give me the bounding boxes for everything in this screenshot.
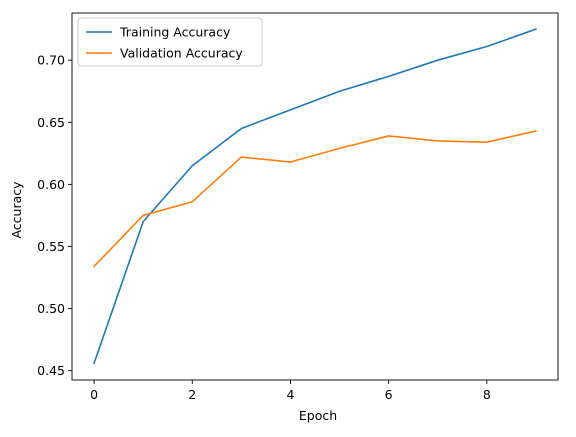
legend-label: Training Accuracy: [119, 25, 231, 40]
x-tick-label: 0: [90, 387, 98, 402]
x-axis-label: Epoch: [299, 408, 337, 423]
series-line-1: [94, 131, 536, 266]
y-axis-label: Accuracy: [9, 181, 24, 239]
y-tick-label: 0.45: [37, 363, 65, 378]
series-lines: [94, 29, 536, 363]
legend-label: Validation Accuracy: [120, 46, 243, 61]
y-tick-label: 0.70: [37, 53, 65, 68]
plot-area: [72, 13, 558, 380]
x-tick-label: 6: [385, 387, 393, 402]
series-line-0: [94, 29, 536, 363]
plot-frame: [72, 13, 558, 380]
y-tick-label: 0.50: [37, 301, 65, 316]
y-tick-label: 0.60: [37, 177, 65, 192]
legend: Training Accuracy Validation Accuracy: [78, 18, 262, 66]
y-tick-label: 0.65: [37, 115, 65, 130]
y-tick-label: 0.55: [37, 239, 65, 254]
x-tick-label: 2: [188, 387, 196, 402]
x-tick-label: 4: [286, 387, 294, 402]
y-axis-ticks: 0.45 0.50 0.55 0.60 0.65 0.70: [37, 53, 72, 378]
x-tick-label: 8: [483, 387, 491, 402]
x-axis-ticks: 0 2 4 6 8: [90, 380, 491, 402]
